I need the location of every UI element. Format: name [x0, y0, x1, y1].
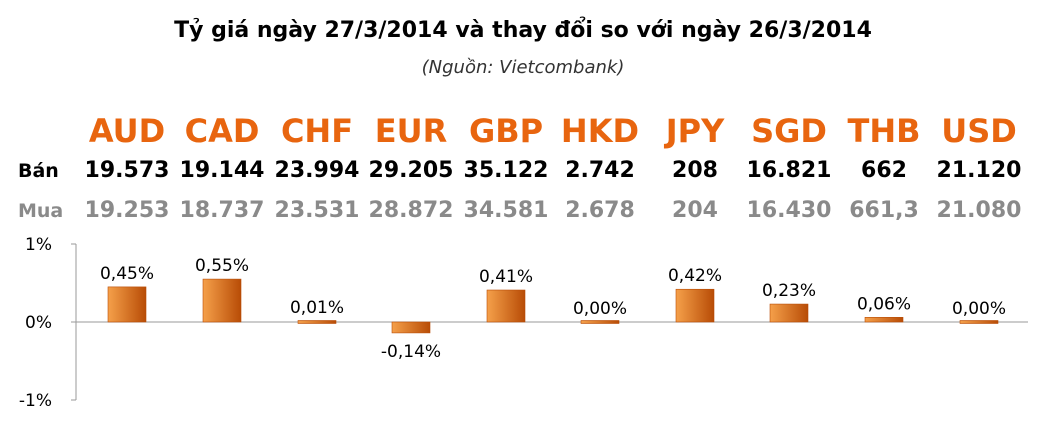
currency-code-chf: CHF — [280, 112, 354, 150]
bar-aud — [107, 286, 147, 323]
bar-chf — [297, 320, 337, 324]
buy-rate-hkd: 2.678 — [565, 198, 635, 223]
currency-code-usd: USD — [941, 112, 1017, 150]
data-label-usd: 0,00% — [952, 299, 1006, 319]
sell-rate-chf: 23.994 — [274, 158, 360, 183]
sell-rate-usd: 21.120 — [936, 158, 1022, 183]
sell-rate-hkd: 2.742 — [565, 158, 635, 183]
buy-rate-eur: 28.872 — [368, 198, 454, 223]
sell-rate-sgd: 16.821 — [746, 158, 832, 183]
currency-code-jpy: JPY — [665, 112, 725, 150]
sell-rate-gbp: 35.122 — [463, 158, 549, 183]
currency-code-sgd: SGD — [751, 112, 827, 150]
buy-rate-usd: 21.080 — [936, 198, 1022, 223]
chart-title: Tỷ giá ngày 27/3/2014 và thay đổi so với… — [174, 18, 872, 43]
data-label-jpy: 0,42% — [668, 266, 722, 286]
y-tick-label: -1% — [19, 391, 52, 411]
bar-usd — [959, 320, 999, 324]
sell-rate-aud: 19.573 — [84, 158, 170, 183]
currency-code-hkd: HKD — [560, 112, 640, 150]
buy-rate-aud: 19.253 — [84, 198, 170, 223]
chart-source: (Nguồn: Vietcombank) — [421, 57, 625, 78]
currency-code-thb: THB — [847, 112, 921, 150]
bar-cad — [202, 278, 242, 323]
buy-row-label: Mua — [18, 200, 64, 222]
sell-rate-cad: 19.144 — [179, 158, 265, 183]
data-label-hkd: 0,00% — [573, 299, 627, 319]
data-label-gbp: 0,41% — [479, 267, 533, 287]
buy-rate-jpy: 204 — [672, 198, 718, 223]
currency-code-cad: CAD — [184, 112, 260, 150]
bar-sgd — [769, 303, 809, 323]
currency-code-eur: EUR — [374, 112, 448, 150]
buy-rate-cad: 18.737 — [179, 198, 265, 223]
bar-eur — [391, 321, 431, 334]
y-tick-label: 0% — [25, 313, 52, 333]
bar-thb — [864, 317, 904, 323]
data-label-thb: 0,06% — [857, 294, 911, 314]
data-label-sgd: 0,23% — [762, 281, 816, 301]
y-tick-label: 1% — [25, 235, 52, 255]
currency-code-gbp: GBP — [468, 112, 544, 150]
bar-jpy — [675, 288, 715, 323]
currency-code-aud: AUD — [88, 112, 166, 150]
data-label-chf: 0,01% — [290, 298, 344, 318]
bar-gbp — [486, 289, 526, 323]
sell-row-label: Bán — [18, 160, 59, 182]
buy-rate-thb: 661,3 — [849, 198, 919, 223]
sell-rate-jpy: 208 — [672, 158, 718, 183]
sell-rate-thb: 662 — [861, 158, 907, 183]
data-label-eur: -0,14% — [381, 342, 441, 362]
buy-rate-gbp: 34.581 — [463, 198, 549, 223]
sell-rate-eur: 29.205 — [368, 158, 454, 183]
bar-hkd — [580, 320, 620, 324]
data-label-cad: 0,55% — [195, 256, 249, 276]
buy-rate-sgd: 16.430 — [746, 198, 832, 223]
buy-rate-chf: 23.531 — [274, 198, 360, 223]
data-label-aud: 0,45% — [100, 264, 154, 284]
